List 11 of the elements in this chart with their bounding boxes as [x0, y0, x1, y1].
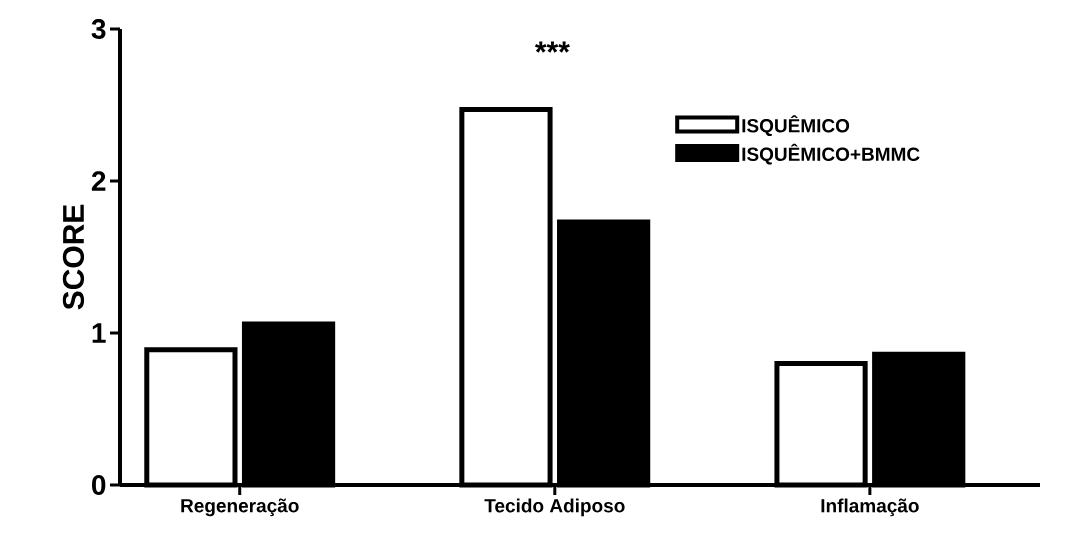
legend-label: ISQUÊMICO+BMMC [742, 143, 920, 165]
y-tick-label: 1 [92, 323, 106, 343]
y-tick-label: 3 [91, 19, 106, 39]
x-tick-label: Tecido Adiposo [484, 498, 625, 517]
x-tick-label: Inflamação [821, 498, 919, 517]
x-tick-label: Regeneração [181, 498, 299, 517]
legend-label: ISQUÊMICO [742, 115, 850, 137]
y-tick-label: 2 [91, 171, 106, 191]
annotation: *** [534, 41, 570, 53]
y-tick-label: 0 [92, 475, 106, 495]
y-axis-title: SCORE [62, 204, 85, 310]
